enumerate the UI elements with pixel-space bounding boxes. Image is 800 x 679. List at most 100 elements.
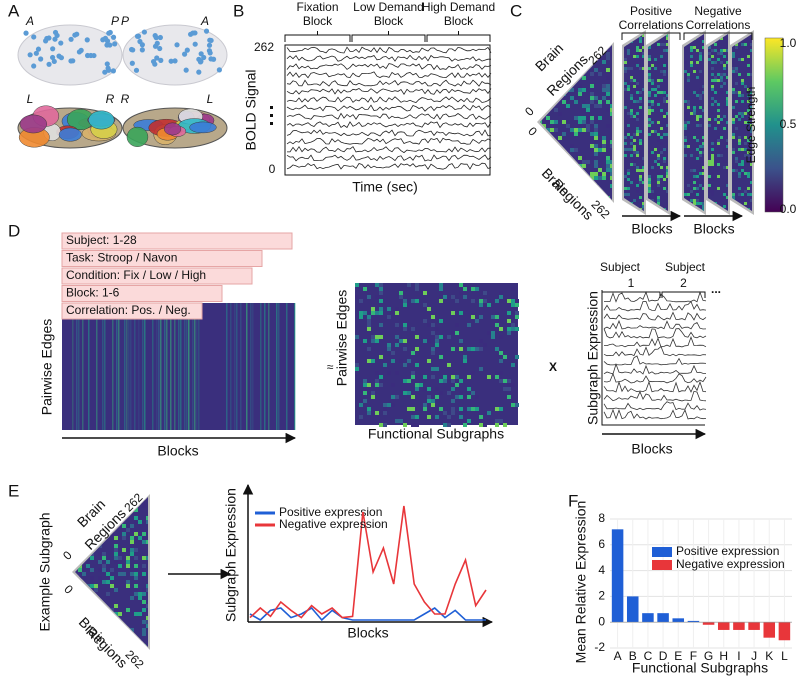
label: 262 <box>123 647 147 671</box>
cell <box>687 193 690 196</box>
cell <box>126 560 130 564</box>
cell <box>657 43 660 46</box>
cell <box>439 391 443 395</box>
cell <box>744 190 747 193</box>
cell <box>586 128 590 132</box>
cell <box>738 163 741 166</box>
bracket <box>351 31 426 42</box>
cell <box>741 124 744 127</box>
cell <box>744 115 747 118</box>
cell <box>146 584 148 588</box>
cell <box>610 100 612 104</box>
cell <box>359 299 363 303</box>
cell <box>459 311 463 315</box>
cell <box>359 315 363 319</box>
cell <box>138 596 142 600</box>
cell <box>499 379 503 383</box>
expression-trace <box>603 311 707 321</box>
cell <box>578 160 582 164</box>
cell <box>726 196 728 199</box>
cell <box>606 164 610 168</box>
cell <box>717 136 720 139</box>
cell <box>558 112 562 116</box>
cell <box>747 139 750 142</box>
node <box>208 56 214 62</box>
cell <box>747 73 750 76</box>
cell <box>639 142 642 145</box>
cell <box>717 154 720 157</box>
cell <box>542 160 546 164</box>
label: BOLD Signal <box>243 70 259 151</box>
node <box>216 67 222 73</box>
cell <box>696 181 699 184</box>
cell <box>642 166 644 169</box>
cell <box>642 181 644 184</box>
cell <box>515 299 519 303</box>
cell <box>483 343 487 347</box>
cell <box>375 335 379 339</box>
cell <box>491 335 495 339</box>
cell <box>648 133 651 136</box>
cell <box>363 391 367 395</box>
cell <box>110 608 114 612</box>
cell <box>639 181 642 184</box>
label: Low Demand <box>353 0 424 14</box>
cell <box>479 347 483 351</box>
cell <box>554 152 558 156</box>
cell <box>495 299 499 303</box>
cell <box>554 108 558 112</box>
cell <box>648 67 651 70</box>
label: 0 <box>525 124 540 139</box>
cell <box>451 411 455 415</box>
cell <box>423 403 427 407</box>
cell <box>735 100 738 103</box>
cell <box>602 88 606 92</box>
cell <box>738 91 741 94</box>
cell <box>423 339 427 343</box>
cell <box>431 367 435 371</box>
cell <box>355 295 359 299</box>
cell <box>550 128 554 132</box>
label: B <box>629 649 637 663</box>
axes <box>601 290 705 426</box>
cell <box>578 120 582 124</box>
cell <box>693 175 696 178</box>
tag <box>61 302 203 320</box>
cell <box>735 43 738 46</box>
cell <box>590 156 594 160</box>
cell <box>578 180 582 184</box>
cell <box>78 556 82 560</box>
cell <box>610 104 612 108</box>
cell <box>511 299 515 303</box>
cell <box>630 136 633 139</box>
cell <box>146 540 148 544</box>
cell <box>122 536 126 540</box>
bold-trace <box>286 96 492 103</box>
cell <box>594 164 598 168</box>
cell <box>379 299 383 303</box>
cell <box>78 568 82 572</box>
node <box>106 30 112 36</box>
cell <box>114 560 118 564</box>
cell <box>467 395 471 399</box>
cell <box>106 572 110 576</box>
cell <box>582 164 586 168</box>
cell <box>663 148 666 151</box>
cell <box>747 94 750 97</box>
cell <box>574 48 578 52</box>
cell <box>723 193 726 196</box>
cell <box>463 419 467 423</box>
cell <box>642 46 644 49</box>
cell <box>411 299 415 303</box>
cell <box>540 48 542 52</box>
cell <box>726 142 728 145</box>
cell <box>747 64 750 67</box>
cell <box>717 58 720 61</box>
cell <box>507 311 511 315</box>
cell <box>142 632 146 636</box>
cell <box>475 347 479 351</box>
node <box>31 63 37 69</box>
cell <box>660 55 663 58</box>
cell <box>684 154 687 157</box>
cell <box>431 375 435 379</box>
